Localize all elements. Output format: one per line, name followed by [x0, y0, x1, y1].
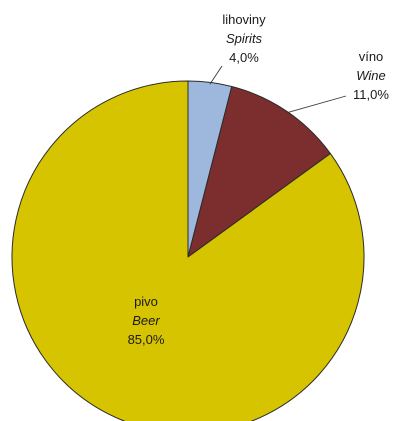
leader-lines [209, 65, 347, 114]
slice-value-wine: 11,0% [353, 87, 389, 102]
slice-label-spirits-en: Spirits [226, 31, 263, 46]
slice-value-spirits: 4,0% [229, 50, 259, 65]
pie-slice-beer [11, 80, 365, 421]
slice-label-beer-en: Beer [132, 313, 160, 328]
slice-value-beer: 85,0% [128, 332, 165, 347]
pie-slices [11, 80, 365, 421]
slice-label-wine-en: Wine [356, 68, 386, 83]
slice-label-spirits-cz: lihoviny [222, 12, 266, 27]
slice-label-beer-cz: pivo [134, 294, 158, 309]
leader-line-wine [285, 95, 347, 114]
slice-label-wine-cz: víno [359, 49, 384, 64]
leader-line-spirits [209, 65, 223, 85]
pie-slice-wine [187, 86, 331, 258]
